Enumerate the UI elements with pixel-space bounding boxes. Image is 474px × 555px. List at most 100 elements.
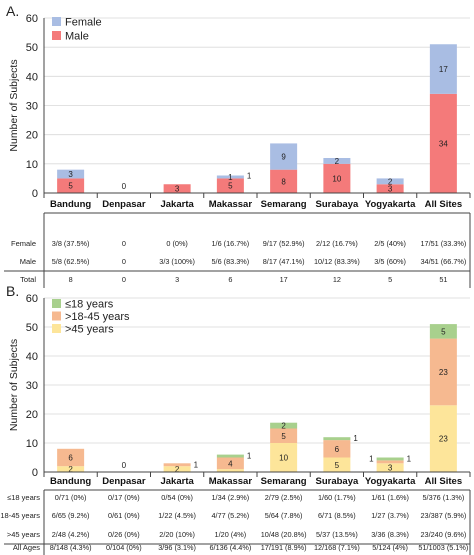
bar-segment <box>57 169 85 179</box>
table-cell: 1/60 (1.7%) <box>318 493 356 502</box>
y-tick-label: 10 <box>26 159 38 171</box>
bar-segment <box>429 93 457 193</box>
bar-outside-label: 1 <box>407 455 412 464</box>
bar-segment-label: 3 <box>388 185 393 194</box>
table-cell: 5/6 (83.3%) <box>212 257 250 266</box>
table-cell: 5/64 (7.8%) <box>265 511 303 520</box>
table-cell: 4/77 (5.2%) <box>212 511 250 520</box>
table-cell: 12/168 (7.1%) <box>314 543 360 552</box>
bar-segment <box>57 178 85 193</box>
bar-segment <box>163 184 191 193</box>
table-cell: 3/5 (60%) <box>374 257 406 266</box>
bar-segment <box>429 405 457 472</box>
table-cell: 6/65 (9.2%) <box>52 511 90 520</box>
table-cell: 17 <box>280 275 288 284</box>
bar-segment <box>376 178 404 185</box>
bar-outside-label: 1 <box>247 172 252 181</box>
table-cell: 1/61 (1.6%) <box>371 493 409 502</box>
y-tick-label: 10 <box>26 438 38 450</box>
bar-segment-label: 10 <box>332 174 341 183</box>
bar-segment-label: 8 <box>281 177 286 186</box>
table-cell: 0/26 (0%) <box>108 530 140 539</box>
table-cell: 0/54 (0%) <box>161 493 193 502</box>
bar-segment-label: 2 <box>335 157 340 166</box>
bar-segment <box>429 44 457 94</box>
table-cell: 1/6 (16.7%) <box>212 239 250 248</box>
x-tick-label: Jakarta <box>160 199 194 210</box>
bar-segment <box>376 460 404 464</box>
table-cell: 10/12 (83.3%) <box>314 257 360 266</box>
legend-label: Female <box>65 17 102 29</box>
table-cell: 17/191 (8.9%) <box>261 543 307 552</box>
bar-segment <box>270 428 298 443</box>
table-cell: 8/17 (47.1%) <box>263 257 305 266</box>
x-tick-label: Denpasar <box>102 476 146 487</box>
bar-segment-label: 4 <box>228 459 233 468</box>
table-cell: 51 <box>439 275 447 284</box>
x-tick-label: Makassar <box>209 199 253 210</box>
y-tick-label: 0 <box>32 467 38 479</box>
bar-segment <box>270 422 298 429</box>
bar-segment-label: 17 <box>439 65 448 74</box>
x-tick-label: Makassar <box>209 476 253 487</box>
table-row-header: Male <box>20 257 36 266</box>
table-cell: 3 <box>175 275 179 284</box>
table-cell: 51/1003 (5.1%) <box>418 543 468 552</box>
bar-segment <box>323 163 351 193</box>
bar-segment-label: 6 <box>335 445 340 454</box>
y-tick-label: 30 <box>26 101 38 113</box>
bar-segment-label: 34 <box>439 139 448 148</box>
table-cell: 0/61 (0%) <box>108 511 140 520</box>
bar-segment <box>323 437 351 441</box>
bar-segment <box>376 184 404 193</box>
bar-segment <box>323 457 351 472</box>
bar-segment-label: 5 <box>281 432 286 441</box>
panel-label: A. <box>6 3 19 19</box>
bar-segment <box>323 440 351 458</box>
table-cell: 6/136 (4.4%) <box>209 543 251 552</box>
table-cell: 5/124 (4%) <box>372 543 408 552</box>
table-cell: 1/22 (4.5%) <box>158 511 196 520</box>
y-axis-title: Number of Subjects <box>8 339 20 431</box>
table-cell: 3/36 (8.3%) <box>371 530 409 539</box>
bar-segment <box>270 169 298 193</box>
table-cell: 0/17 (0%) <box>108 493 140 502</box>
bar-segment-label: 3 <box>388 464 393 473</box>
table-cell: 3/96 (3.1%) <box>158 543 196 552</box>
legend-swatch <box>52 31 61 40</box>
bar-segment-label: 2 <box>175 465 180 474</box>
table-cell: 5/8 (62.5%) <box>52 257 90 266</box>
bar-segment-label: 5 <box>68 182 73 191</box>
y-tick-label: 60 <box>26 13 38 25</box>
table-cell: 5 <box>388 275 392 284</box>
y-tick-label: 20 <box>26 130 38 142</box>
bar-segment <box>216 457 244 470</box>
table-cell: 12 <box>333 275 341 284</box>
bar-segment-label: 10 <box>279 454 288 463</box>
table-cell: 23/240 (9.6%) <box>420 530 466 539</box>
table-cell: 8/148 (4.3%) <box>50 543 92 552</box>
y-tick-label: 40 <box>26 351 38 363</box>
x-tick-label: All Sites <box>425 199 463 210</box>
table-cell: 34/51 (66.7%) <box>420 257 466 266</box>
bar-segment-label: 5 <box>228 182 233 191</box>
table-cell: 2/79 (2.5%) <box>265 493 303 502</box>
bar-segment <box>163 466 191 472</box>
x-tick-label: Bandung <box>50 199 91 210</box>
bar-segment <box>57 448 85 467</box>
bar-segment-label: 2 <box>388 177 393 186</box>
legend-label: ≤18 years <box>65 299 114 311</box>
legend-swatch <box>52 17 61 26</box>
table-cell: 2/12 (16.7%) <box>316 239 358 248</box>
x-tick-label: Semarang <box>261 476 307 487</box>
y-tick-label: 30 <box>26 380 38 392</box>
bar-segment <box>57 466 85 472</box>
bar-outside-label: 1 <box>194 460 199 469</box>
bar-segment <box>216 175 244 179</box>
bar-segment-label: 3 <box>68 170 73 179</box>
bar-segment-label: 9 <box>281 153 286 162</box>
bar-outside-label: 1 <box>353 434 358 443</box>
legend-swatch <box>52 299 61 308</box>
y-tick-label: 20 <box>26 409 38 421</box>
x-tick-label: Surabaya <box>315 199 358 210</box>
